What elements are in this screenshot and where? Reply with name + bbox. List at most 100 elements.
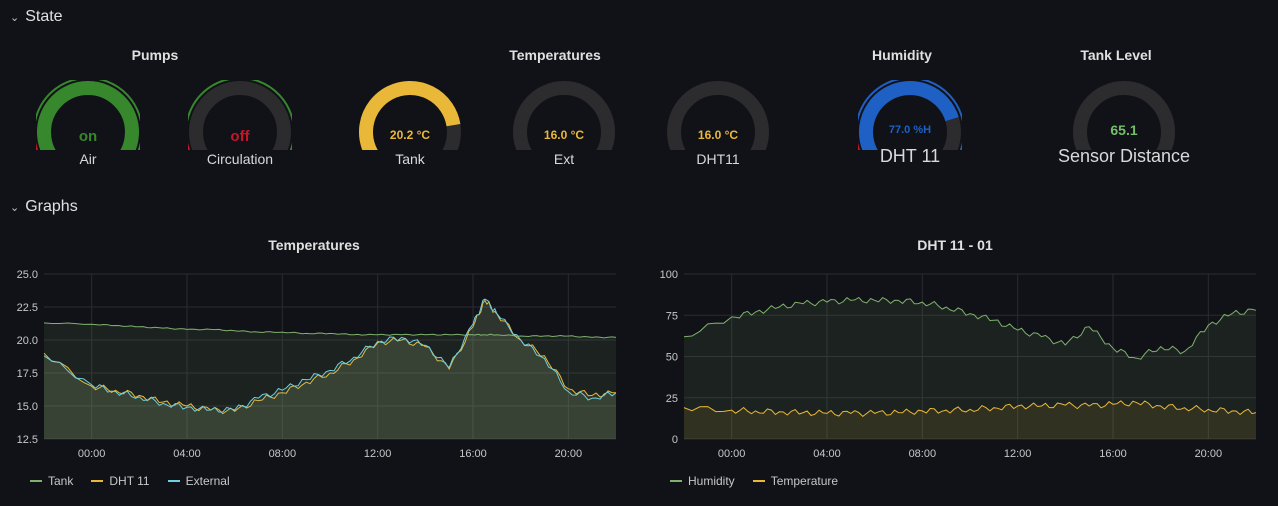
gauge-air-label: Air	[79, 151, 97, 167]
series-line	[683, 400, 1257, 418]
gauge-humidity-arc	[858, 80, 962, 150]
gauge-air-value: on	[78, 128, 98, 145]
y-tick-label: 15.0	[17, 401, 38, 413]
panel-title-pumps: Pumps	[131, 47, 179, 63]
x-tick-label: 04:00	[813, 448, 841, 460]
x-tick-label: 00:00	[78, 448, 106, 460]
legend-item-dht11[interactable]: DHT 11	[91, 474, 150, 488]
gauge-dht11: 16.0 °C DHT11	[666, 80, 770, 170]
gauge-threshold-ring	[858, 80, 962, 150]
gauge-dht11-arc	[667, 81, 769, 150]
dht11-chart[interactable]: 100 75 50 25 0 00:00 04:00 08:00 12:00 16:00 20:00	[640, 262, 1270, 467]
y-tick-label: 50	[666, 352, 678, 364]
gauge-tank-label: Tank	[395, 151, 425, 167]
gauge-tank-level: 65.1 Sensor Distance	[1044, 80, 1204, 170]
x-tick-label: 12:00	[1004, 448, 1032, 460]
panel-title-tank-level: Tank Level	[1080, 47, 1152, 63]
row-state-title: State	[25, 8, 63, 25]
legend-item-temperature[interactable]: Temperature	[752, 474, 839, 488]
x-tick-label: 16:00	[1099, 448, 1127, 460]
gauge-air: on Air	[36, 80, 140, 170]
x-tick-label: 00:00	[718, 448, 746, 460]
gauge-ext-value: 16.0 °C	[543, 128, 585, 142]
gauge-circulation: off Circulation	[188, 80, 292, 170]
y-tick-label: 25	[666, 393, 678, 405]
gauge-fill	[859, 81, 959, 150]
y-tick-label: 20.0	[17, 335, 38, 347]
gauge-tank-level-label: Sensor Distance	[1057, 146, 1191, 166]
legend-label: DHT 11	[109, 474, 150, 488]
y-tick-label: 100	[660, 269, 678, 281]
gauge-ext-label: Ext	[553, 151, 575, 167]
gauge-fill	[37, 81, 139, 150]
gauge-ext-arc	[513, 81, 615, 150]
row-graphs-title: Graphs	[25, 198, 78, 215]
x-tick-label: 04:00	[173, 448, 201, 460]
row-state-toggle[interactable]: ⌄ State	[10, 8, 63, 26]
chevron-down-icon: ⌄	[10, 201, 20, 214]
y-tick-label: 17.5	[17, 368, 38, 380]
gauge-tank-level-value: 65.1	[1110, 122, 1138, 138]
gauge-circulation-arc	[188, 80, 292, 150]
legend-label: External	[185, 474, 230, 488]
y-tick-label: 75	[666, 310, 678, 322]
legend-swatch	[167, 480, 180, 482]
x-tick-label: 20:00	[555, 448, 583, 460]
gauge-dht11-value: 16.0 °C	[697, 128, 739, 142]
gauge-track	[513, 81, 615, 150]
panel-title-humidity: Humidity	[872, 47, 932, 63]
panel-title-temperatures: Temperatures	[509, 47, 601, 63]
gauge-track	[1073, 81, 1175, 150]
chart-title-temperatures: Temperatures	[268, 237, 360, 253]
gauge-fill	[359, 81, 461, 150]
series-area	[684, 297, 1256, 439]
x-tick-label: 16:00	[459, 448, 487, 460]
legend-swatch	[752, 480, 765, 482]
y-tick-label: 25.0	[17, 269, 38, 281]
temperatures-legend: Tank DHT 11 External	[30, 474, 230, 488]
legend-label: Humidity	[688, 474, 735, 488]
legend-item-external[interactable]: External	[167, 474, 230, 488]
gauge-circulation-label: Circulation	[206, 151, 274, 167]
legend-label: Tank	[48, 474, 74, 488]
gauge-track	[667, 81, 769, 150]
gauge-track	[189, 81, 291, 150]
gauge-threshold-ring	[188, 80, 292, 150]
series-area	[684, 400, 1256, 439]
series-area	[44, 322, 616, 439]
y-tick-label: 12.5	[17, 434, 38, 446]
series-line	[683, 296, 1257, 360]
x-tick-label: 08:00	[269, 448, 297, 460]
legend-item-tank[interactable]: Tank	[30, 474, 73, 488]
legend-swatch	[30, 480, 42, 482]
gauge-tank-value: 20.2 °C	[389, 128, 431, 142]
row-graphs-toggle[interactable]: ⌄ Graphs	[10, 198, 78, 216]
dht11-legend: Humidity Temperature	[670, 474, 838, 488]
x-tick-label: 12:00	[364, 448, 392, 460]
gauge-humidity-label: DHT 11	[879, 146, 941, 166]
temperatures-chart[interactable]: 25.0 22.5 20.0 17.5 15.0 12.5 00:00 04:00 08:00 1…	[0, 262, 630, 467]
legend-item-humidity[interactable]: Humidity	[670, 474, 735, 488]
gauge-threshold-ring	[36, 80, 140, 150]
x-tick-label: 20:00	[1195, 448, 1223, 460]
chevron-down-icon: ⌄	[10, 11, 20, 24]
legend-swatch	[670, 480, 682, 482]
legend-swatch	[91, 480, 104, 482]
series-line	[43, 322, 617, 339]
chart-title-dht11: DHT 11 - 01	[917, 237, 993, 253]
gauge-circulation-value: off	[230, 128, 250, 145]
gauge-tank-arc	[359, 81, 461, 150]
y-tick-label: 0	[672, 434, 678, 446]
y-tick-label: 22.5	[17, 302, 38, 314]
series-line	[43, 298, 617, 413]
series-area	[44, 300, 616, 439]
gauge-tank-level-arc	[1073, 81, 1175, 150]
gauge-humidity: 77.0 %H DHT 11	[858, 80, 962, 170]
gauge-air-arc	[36, 80, 140, 150]
legend-label: Temperature	[770, 474, 839, 488]
series-area	[44, 299, 616, 439]
x-tick-label: 08:00	[909, 448, 937, 460]
gauge-humidity-value: 77.0 %H	[888, 124, 932, 136]
gauge-tank: 20.2 °C Tank	[358, 80, 462, 170]
gauge-ext: 16.0 °C Ext	[512, 80, 616, 170]
